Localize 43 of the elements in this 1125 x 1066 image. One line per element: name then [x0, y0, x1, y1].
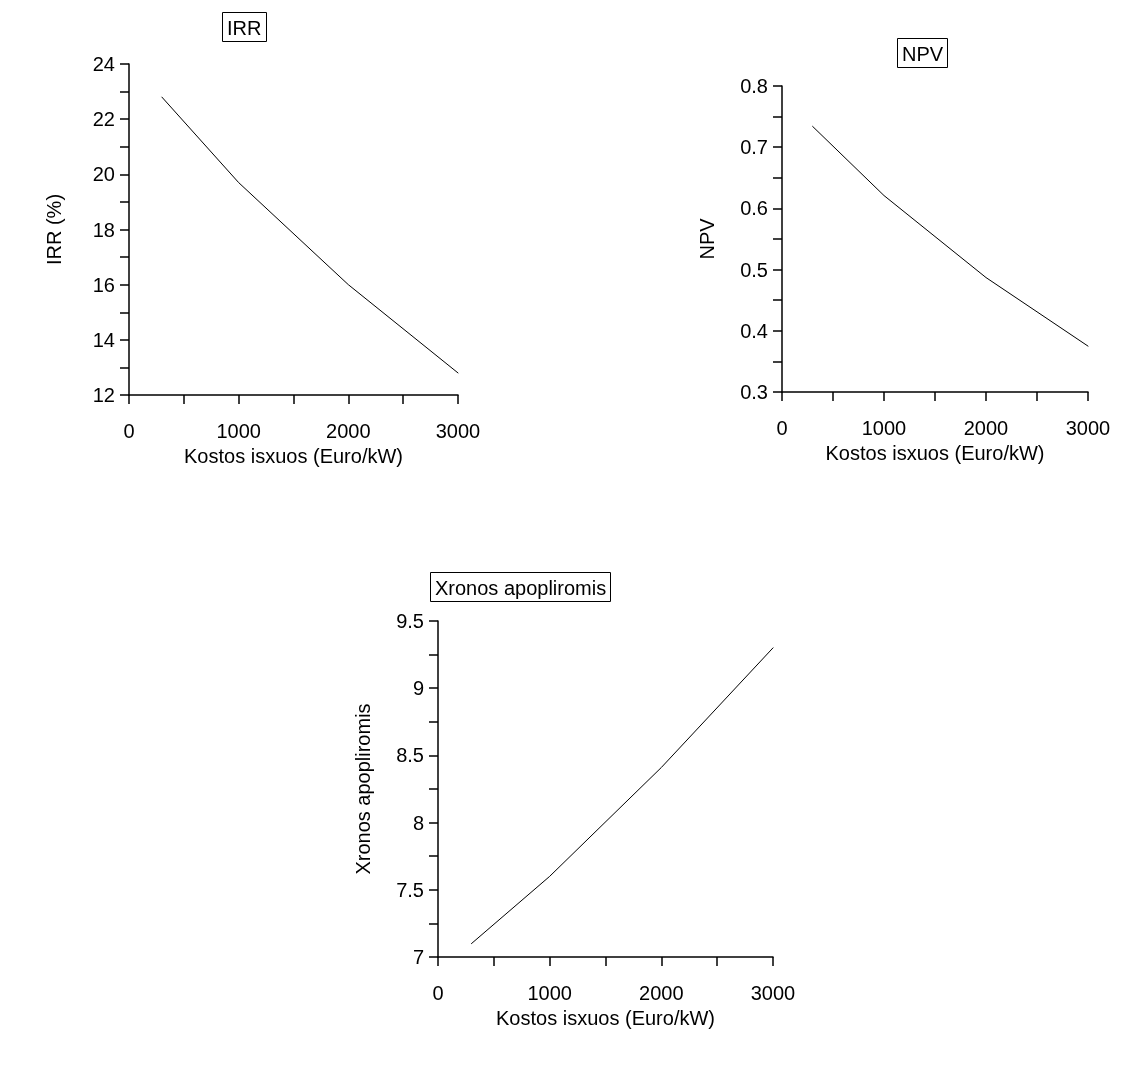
x-tick-label: 1000 — [861, 417, 907, 439]
x-tick-label: 1000 — [527, 982, 572, 1004]
x-tick-label: 3000 — [1065, 417, 1111, 439]
y-axis-title: NPV — [696, 217, 718, 260]
x-tick-label: 3000 — [750, 982, 796, 1004]
y-tick-label: 0.5 — [740, 258, 768, 281]
y-axis-title: IRR (%) — [43, 193, 65, 266]
line-series — [812, 125, 1089, 347]
y-tick-label: 18 — [92, 218, 115, 241]
y-tick-label: 24 — [92, 53, 115, 75]
line-series — [161, 96, 459, 374]
y-tick-label: 0.6 — [740, 197, 768, 220]
chart-title: NPV — [902, 43, 944, 65]
y-tick-label: 8.5 — [396, 744, 424, 767]
chart-title: IRR — [227, 17, 262, 39]
x-tick-label: 1000 — [216, 420, 261, 442]
y-tick-label: 0.3 — [740, 381, 768, 403]
line-series — [471, 647, 774, 945]
y-tick-label: 0.7 — [740, 136, 768, 159]
y-tick-label: 7.5 — [396, 878, 424, 901]
x-axis-title: Kostos isxuos (Euro/kW) — [825, 441, 1045, 464]
y-tick-label: 16 — [92, 273, 115, 296]
y-axis-title: Xronos apopliromis — [352, 703, 374, 875]
x-tick-label: 2000 — [963, 417, 1009, 439]
y-tick-label: 9.5 — [396, 610, 424, 632]
y-tick-label: 9 — [412, 677, 424, 700]
y-tick-label: 8 — [412, 811, 424, 834]
y-tick-label: 12 — [92, 384, 115, 406]
x-tick-label: 2000 — [326, 420, 371, 442]
y-tick-label: 22 — [92, 108, 115, 131]
x-tick-label: 0 — [776, 417, 788, 439]
x-tick-label: 2000 — [639, 982, 684, 1004]
x-tick-label: 3000 — [435, 420, 481, 442]
y-tick-label: 20 — [92, 163, 115, 186]
x-tick-label: 0 — [123, 420, 135, 442]
chart-title: Xronos apopliromis — [435, 577, 607, 599]
x-axis-title: Kostos isxuos (Euro/kW) — [184, 444, 403, 467]
y-tick-label: 0.4 — [740, 319, 768, 342]
y-tick-label: 14 — [92, 328, 115, 351]
y-tick-label: 0.8 — [740, 75, 768, 97]
y-tick-label: 7 — [412, 946, 424, 968]
x-axis-title: Kostos isxuos (Euro/kW) — [496, 1006, 715, 1029]
x-tick-label: 0 — [432, 982, 444, 1004]
